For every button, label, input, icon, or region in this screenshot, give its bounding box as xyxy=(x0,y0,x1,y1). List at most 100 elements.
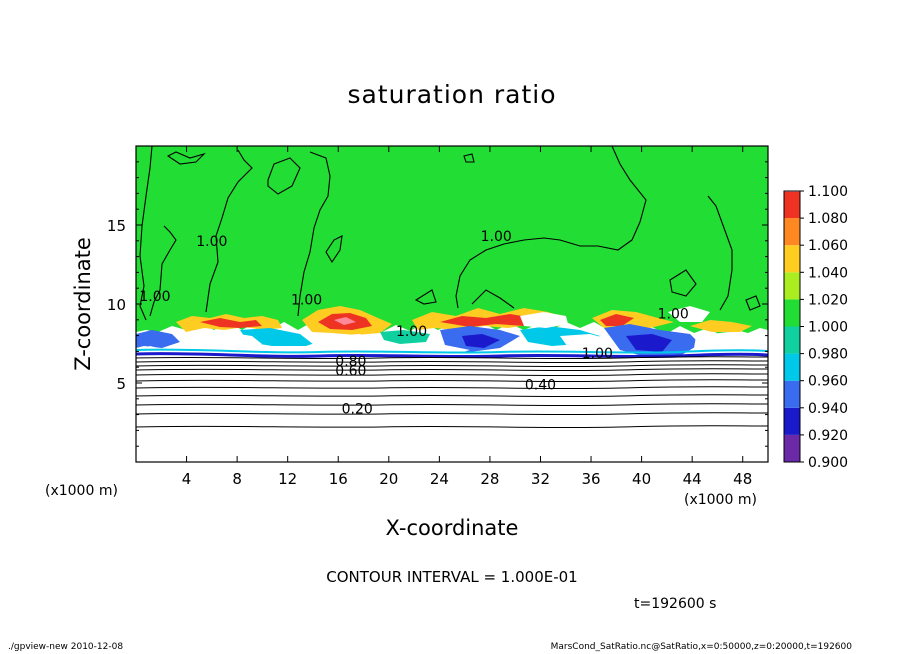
contour-line xyxy=(471,289,515,309)
subsat-patch xyxy=(626,334,672,352)
cloud-white xyxy=(194,332,262,352)
colorbar-label: 1.020 xyxy=(808,292,848,308)
contour-line xyxy=(139,146,153,321)
contour-line xyxy=(707,195,733,311)
contour-lines-stratified xyxy=(136,356,768,429)
colorbar-swatch xyxy=(784,272,800,300)
x-tick-label: 16 xyxy=(329,470,348,488)
contour-line xyxy=(136,368,768,372)
contour-line xyxy=(136,386,768,390)
colorbar-swatch xyxy=(784,380,800,408)
x-tick-label: 20 xyxy=(379,470,398,488)
contour-line xyxy=(136,412,768,416)
colorbar-swatch xyxy=(784,407,800,435)
colorbar-label: 1.040 xyxy=(808,265,848,281)
supersat-patch xyxy=(334,317,356,325)
y-tick-label: 15 xyxy=(107,217,126,235)
colorbar-swatch xyxy=(784,353,800,381)
time-label: t=192600 s xyxy=(634,596,717,612)
contour-label: 1.00 xyxy=(582,346,613,362)
supersat-patch xyxy=(600,314,634,326)
contour-label: 1.00 xyxy=(291,292,322,308)
cloud-white xyxy=(694,332,768,356)
footer-right: MarsCond_SatRatio.nc@SatRatio,x=0:50000,… xyxy=(550,642,852,652)
contour-line xyxy=(136,364,768,368)
x-tick-label: 28 xyxy=(480,470,499,488)
contour-line xyxy=(669,269,697,297)
contour-line xyxy=(166,151,206,165)
colorbar-label: 1.060 xyxy=(808,238,848,254)
colorbar-swatch xyxy=(784,218,800,246)
contour-line xyxy=(136,360,768,364)
contour-interval-label: CONTOUR INTERVAL = 1.000E-01 xyxy=(326,568,578,586)
contour-label-layer: 1.00 1.00 1.00 1.00 1.00 1.00 1.00 0.800.60 0.40… xyxy=(139,229,689,417)
x-tick-label: 48 xyxy=(733,470,752,488)
contour-label: 1.00 xyxy=(481,229,512,245)
colorbar-swatch xyxy=(784,434,800,462)
contour-line xyxy=(455,146,647,309)
cloud-white xyxy=(560,334,612,350)
contour-lines-saturated xyxy=(139,146,761,321)
x-tick-label: 44 xyxy=(683,470,702,488)
cloud-layer xyxy=(136,306,768,359)
contour-line xyxy=(414,289,437,305)
x-unit-label-right: (x1000 m) xyxy=(684,492,757,508)
contour-line xyxy=(136,425,768,429)
contour-line xyxy=(745,295,761,311)
contour-line xyxy=(136,403,768,407)
supersat-patch xyxy=(200,318,262,328)
contour-label: 0.40 xyxy=(525,378,556,394)
contour-line xyxy=(136,373,768,377)
colorbar-label: 0.960 xyxy=(808,374,848,390)
contour-label: 0.20 xyxy=(342,401,373,417)
x-tick-label: 8 xyxy=(232,470,242,488)
contour-line xyxy=(136,394,768,398)
y-tick-label: 5 xyxy=(116,375,126,393)
supersat-patch xyxy=(690,320,752,332)
x-tick-label: 12 xyxy=(278,470,297,488)
colorbar-swatch xyxy=(784,299,800,327)
subsat-patch xyxy=(136,330,180,348)
contour-line xyxy=(297,151,331,317)
x-tick-label: 32 xyxy=(531,470,550,488)
x-tick-label: 24 xyxy=(430,470,449,488)
contour-line xyxy=(149,225,177,317)
colorbar-label: 1.100 xyxy=(808,184,848,200)
cloud-white xyxy=(300,334,376,350)
colorbar-label: 0.940 xyxy=(808,401,848,417)
colorbar-label: 1.000 xyxy=(808,320,848,336)
cloud-white xyxy=(520,312,568,328)
contour-label: 1.00 xyxy=(196,234,227,250)
subsat-patch xyxy=(240,328,330,346)
saturated-region xyxy=(136,146,768,336)
contour-line xyxy=(267,157,301,195)
colorbar-swatch xyxy=(784,191,800,219)
contour-line xyxy=(463,153,475,163)
chart-title: saturation ratio xyxy=(347,80,557,109)
contour-line xyxy=(325,235,343,264)
thin-cyan-band xyxy=(136,348,768,354)
subsat-patch xyxy=(462,334,500,348)
contour-label: 0.80 xyxy=(335,354,366,370)
y-axis-label: Z-coordinate xyxy=(71,237,95,371)
contour-line xyxy=(136,356,768,360)
colorbar-swatch xyxy=(784,245,800,273)
x-tick-label: 4 xyxy=(182,470,192,488)
contour-line xyxy=(136,379,768,383)
colorbar-swatch xyxy=(784,326,800,354)
x-tick-label: 40 xyxy=(632,470,651,488)
contour-label: 0.60 xyxy=(335,363,366,379)
thin-blue-band xyxy=(136,352,768,359)
colorbar-label: 1.080 xyxy=(808,211,848,227)
contour-line xyxy=(205,149,253,313)
y-tick-label: 10 xyxy=(107,296,126,314)
contour-label: 1.00 xyxy=(396,324,427,340)
contour-label: 1.00 xyxy=(658,306,689,322)
colorbar-label: 0.980 xyxy=(808,347,848,363)
x-unit-label-left: (x1000 m) xyxy=(45,483,118,499)
plot-area: 1.00 1.00 1.00 1.00 1.00 1.00 1.00 0.800.60 0.40… xyxy=(136,146,768,462)
subsat-patch xyxy=(380,330,430,344)
colorbar-label: 0.900 xyxy=(808,455,848,471)
